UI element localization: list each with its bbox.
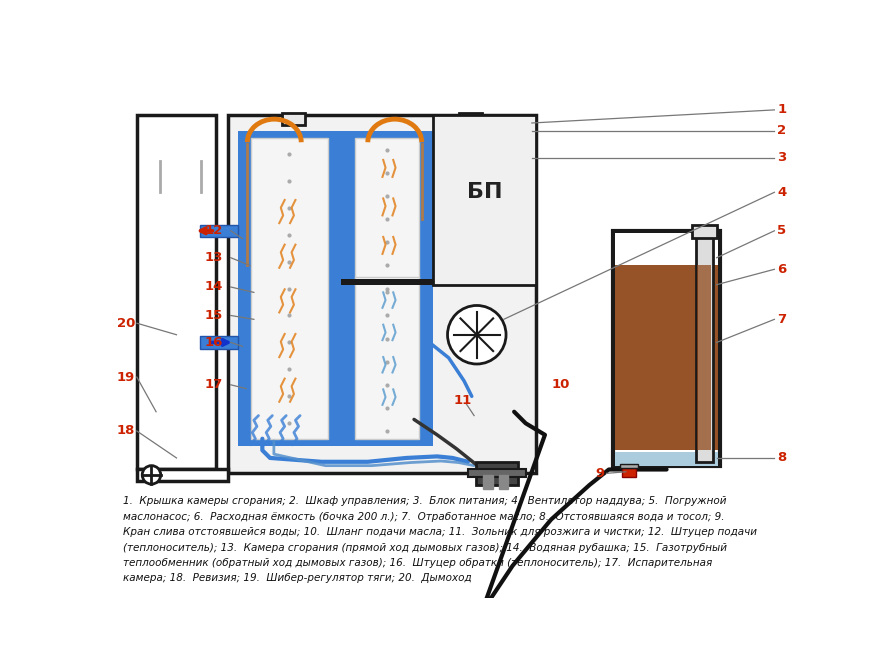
Text: маслонасос; 6.  Расходная ёмкость (бочка 200 л.); 7.  Отработанное масло; 8.  От: маслонасос; 6. Расходная ёмкость (бочка … [123,512,724,522]
Text: 16: 16 [204,336,223,349]
Text: теплообменник (обратный ход дымовых газов); 16.  Штуцер обратки (теплоноситель);: теплообменник (обратный ход дымовых газо… [123,558,712,568]
Text: 1.  Крышка камеры сгорания; 2.  Шкаф управления; 3.  Блок питания; 4.  Вентилято: 1. Крышка камеры сгорания; 2. Шкаф управ… [123,497,726,507]
Bar [341,130,434,446]
Text: 2: 2 [778,124,787,137]
Bar [200,224,238,237]
Bar [622,468,636,477]
Bar [613,230,721,466]
Circle shape [448,306,506,364]
Text: 6: 6 [778,263,787,276]
Text: 10: 10 [551,378,569,391]
Bar [355,138,419,285]
Text: 15: 15 [205,309,223,322]
Text: 18: 18 [117,425,136,437]
Bar [696,235,713,462]
Text: 9: 9 [596,467,605,480]
Text: 7: 7 [778,313,787,326]
Bar [615,233,718,265]
Bar [251,138,327,439]
Text: Кран слива отстоявшейся воды; 10.  Шланг подачи масла; 11.  Зольник для розжига : Кран слива отстоявшейся воды; 10. Шланг … [123,528,757,537]
Text: 12: 12 [205,224,223,237]
Bar [282,113,305,124]
Bar [238,130,341,446]
Text: 5: 5 [778,224,787,237]
Bar [615,452,718,466]
Bar [615,265,718,450]
Bar [468,470,525,477]
Bar [620,464,638,468]
Bar [200,336,238,349]
Text: 20: 20 [117,317,136,330]
Text: 11: 11 [453,394,472,407]
Text: 14: 14 [204,280,223,294]
Text: 4: 4 [778,185,787,199]
Bar [483,475,492,489]
Bar [136,116,216,470]
Text: БП: БП [467,182,502,202]
Text: камера; 18.  Ревизия; 19.  Шибер-регулятор тяги; 20.  Дымоход: камера; 18. Ревизия; 19. Шибер-регулятор… [123,573,472,583]
Bar [499,475,508,489]
Circle shape [142,466,161,484]
Bar [698,265,711,450]
Bar [227,116,536,473]
Bar [692,224,716,239]
Bar [434,116,536,285]
Bar [136,470,227,481]
Bar [355,277,419,439]
Text: 13: 13 [204,251,223,264]
Text: 8: 8 [778,452,787,464]
Bar [458,113,482,124]
Text: 17: 17 [205,378,223,391]
Text: (теплоноситель); 13.  Камера сгорания (прямой ход дымовых газов); 14.  Водяная р: (теплоноситель); 13. Камера сгорания (пр… [123,543,727,552]
Bar [475,462,518,485]
Bar [136,463,216,470]
Text: 3: 3 [778,151,787,164]
Bar [341,278,434,285]
Text: 19: 19 [117,370,136,384]
Text: 1: 1 [778,103,787,116]
